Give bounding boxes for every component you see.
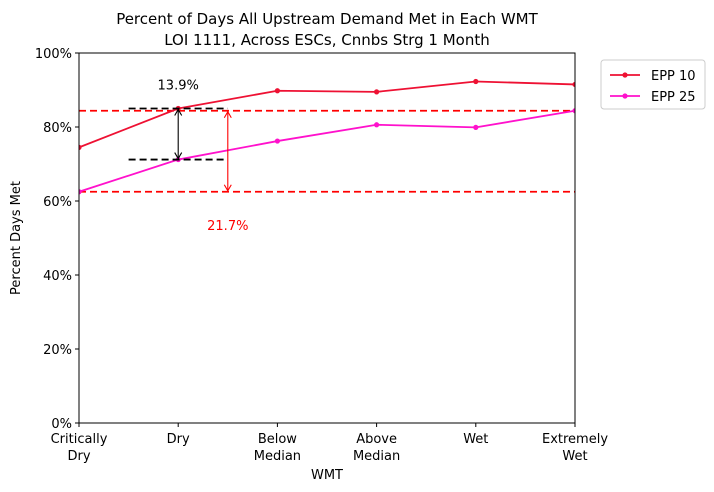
data-point xyxy=(79,144,82,150)
annotation-layer: 13.9% 21.7% xyxy=(128,79,248,234)
legend-marker xyxy=(622,93,628,99)
legend-label: EPP 10 xyxy=(651,69,696,84)
data-point xyxy=(374,122,380,128)
x-tick-label: Extremely xyxy=(542,432,608,447)
chart-title-line1: Percent of Days All Upstream Demand Met … xyxy=(116,10,538,28)
reference-lines xyxy=(79,109,575,193)
arrow-head xyxy=(174,108,183,116)
y-tick-label: 100% xyxy=(35,47,72,62)
x-tick-label: Median xyxy=(353,449,400,464)
series-line xyxy=(79,109,575,193)
y-axis-ticks: 0% 20% 40% 60% 80% 100% xyxy=(35,47,79,432)
y-tick-label: 60% xyxy=(43,195,72,210)
data-point xyxy=(274,88,280,94)
arrow-head xyxy=(223,184,232,192)
data-point xyxy=(572,81,575,88)
x-tick-label: Median xyxy=(254,449,301,464)
x-tick-label: Dry xyxy=(167,432,190,447)
data-point xyxy=(473,124,479,130)
y-tick-label: 20% xyxy=(43,343,72,358)
x-tick-label: Dry xyxy=(67,449,90,464)
x-tick-label: Wet xyxy=(562,449,587,464)
series-layer xyxy=(79,78,575,195)
data-point xyxy=(473,78,479,85)
x-axis-label: WMT xyxy=(311,468,343,483)
chart-title-line2: LOI 1111, Across ESCs, Cnnbs Strg 1 Mont… xyxy=(164,31,490,49)
legend-label: EPP 25 xyxy=(651,90,696,105)
y-tick-label: 80% xyxy=(43,121,72,136)
data-point xyxy=(572,108,575,114)
arrow-head xyxy=(174,152,183,160)
annotation-label: 21.7% xyxy=(207,219,248,234)
plot-frame xyxy=(78,52,576,424)
y-tick-label: 40% xyxy=(43,269,72,284)
x-tick-label: Wet xyxy=(463,432,488,447)
x-tick-label: Above xyxy=(356,432,397,447)
x-axis-ticks: Critically Dry Dry Below Median Above Median We… xyxy=(51,423,608,464)
x-tick-label: Below xyxy=(258,432,297,447)
legend-marker xyxy=(622,72,628,78)
arrow-head xyxy=(223,110,232,118)
y-tick-label: 0% xyxy=(51,417,72,432)
y-axis-label: Percent Days Met xyxy=(9,181,24,295)
x-tick-label: Critically xyxy=(51,432,108,447)
legend: EPP 10 EPP 25 xyxy=(600,59,706,110)
series-line xyxy=(79,80,575,149)
data-point xyxy=(274,138,280,144)
data-point xyxy=(374,89,380,95)
annotation-label: 13.9% xyxy=(158,79,199,94)
data-point xyxy=(79,189,82,195)
